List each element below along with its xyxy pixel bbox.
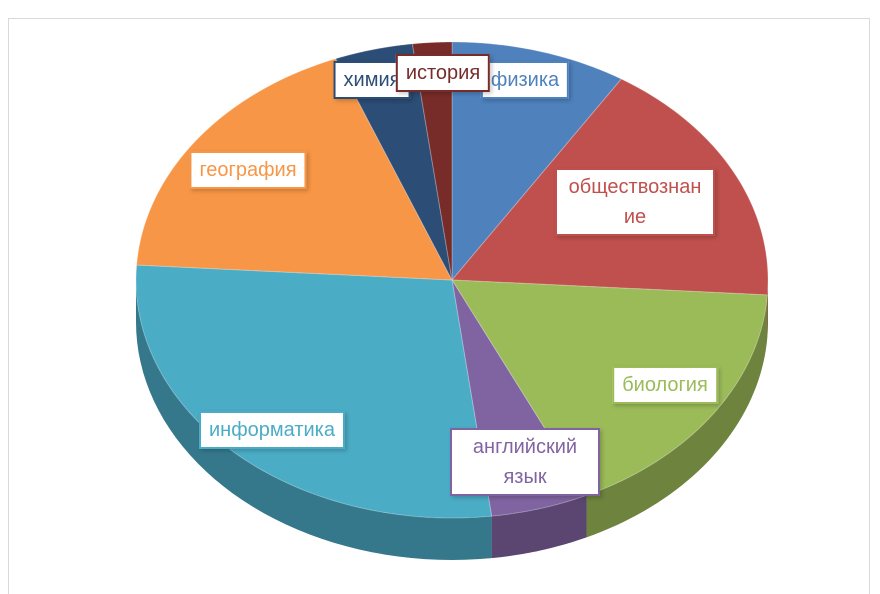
slice <box>451 279 768 496</box>
slice-label: физика <box>480 61 570 99</box>
slice-label: история <box>395 54 491 92</box>
slice-label: обществознание <box>555 168 715 236</box>
slice <box>411 41 453 281</box>
slice-side <box>586 294 768 538</box>
chart-frame <box>8 18 870 594</box>
slice-label: биология <box>612 366 718 404</box>
slice <box>334 43 453 281</box>
slice-label: английский язык <box>450 428 600 496</box>
slice-label: информатика <box>199 411 345 449</box>
slice-side <box>136 280 492 560</box>
slice <box>135 264 493 519</box>
slice-label: география <box>189 151 307 189</box>
slice-side <box>767 280 768 337</box>
slice-side <box>491 495 587 559</box>
slice <box>451 41 623 282</box>
